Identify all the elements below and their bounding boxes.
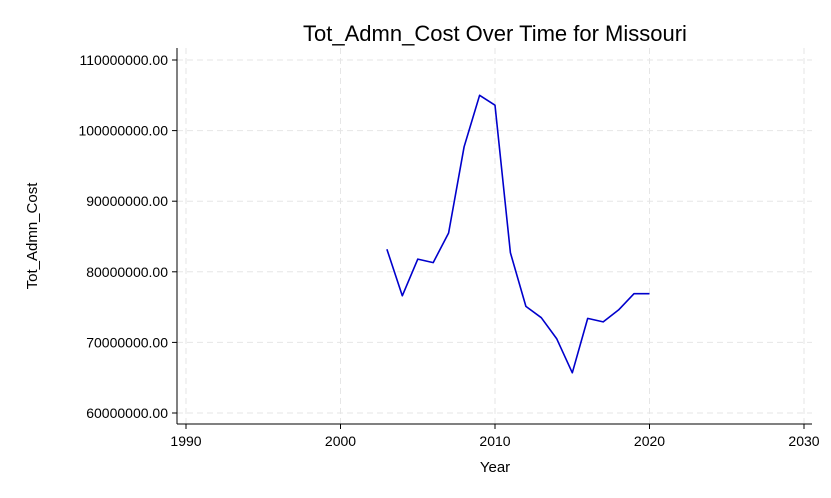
x-tick-label: 2020 — [634, 433, 665, 449]
y-tick-label: 110000000.00 — [80, 52, 169, 68]
data-point — [463, 146, 465, 148]
y-tick-label: 90000000.00 — [86, 193, 168, 209]
data-point — [602, 321, 604, 323]
x-tick-label: 1990 — [170, 433, 201, 449]
grid — [177, 48, 812, 424]
x-axis-label: Year — [480, 459, 510, 476]
y-tick-label: 70000000.00 — [86, 334, 168, 350]
data-point — [401, 295, 403, 297]
y-axis-label: Tot_Admn_Cost — [24, 182, 41, 290]
y-axis-ticks: 60000000.00 70000000.00 80000000.00 9000000… — [78, 52, 177, 421]
data-point — [587, 317, 589, 319]
data-point — [618, 309, 620, 311]
data-point — [448, 232, 450, 234]
data-point — [479, 94, 481, 96]
x-tick-label: 2000 — [325, 433, 356, 449]
data-point — [525, 305, 527, 307]
data-point — [386, 248, 388, 250]
x-axis-ticks: 1990 2000 2010 2020 2030 — [170, 424, 820, 449]
series-line — [386, 94, 650, 374]
data-point — [571, 372, 573, 374]
data-point — [649, 293, 651, 295]
data-point — [494, 104, 496, 106]
data-point — [556, 338, 558, 340]
chart-title: Tot_Admn_Cost Over Time for Missouri — [303, 21, 687, 46]
data-point — [509, 252, 511, 254]
y-tick-label: 60000000.00 — [86, 405, 168, 421]
data-point — [540, 317, 542, 319]
y-tick-label: 80000000.00 — [86, 264, 168, 280]
series-layer — [386, 94, 651, 374]
x-tick-label: 2010 — [479, 433, 510, 449]
data-point — [432, 262, 434, 264]
data-point — [633, 293, 635, 295]
y-tick-label: 100000000.00 — [78, 123, 168, 139]
data-point — [417, 258, 419, 260]
x-tick-label: 2030 — [788, 433, 819, 449]
